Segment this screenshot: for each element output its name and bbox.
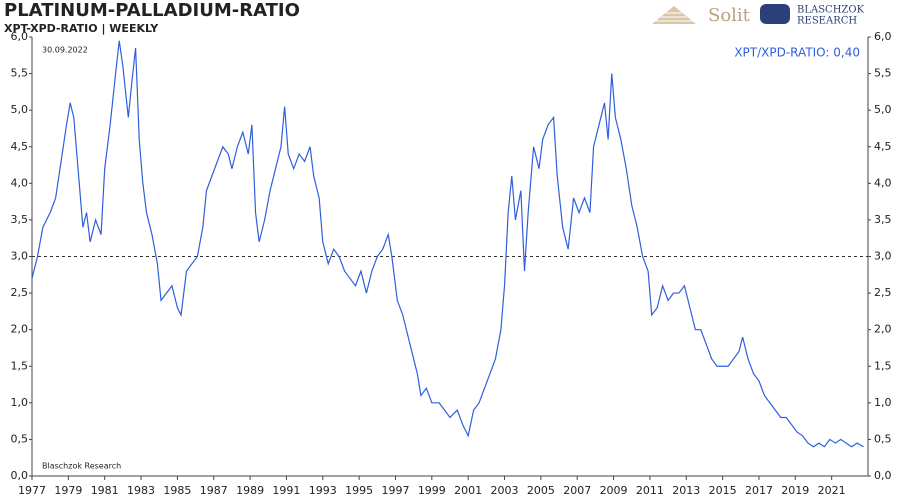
- logo-blaschzok: BLASCHZOK: [797, 5, 865, 16]
- y-tick-label-right: 1,0: [874, 396, 892, 409]
- x-tick-label: 1981: [91, 484, 119, 497]
- x-tick-label: 2009: [600, 484, 628, 497]
- y-tick-label: 6,0: [11, 30, 29, 43]
- x-tick-label: 2013: [672, 484, 700, 497]
- date-annotation: 30.09.2022: [42, 46, 88, 55]
- current-value-annotation: XPT/XPD-RATIO: 0,40: [734, 46, 860, 60]
- x-tick-label: 1987: [200, 484, 228, 497]
- x-tick-label: 1999: [418, 484, 446, 497]
- logo-icon: [760, 4, 790, 24]
- x-tick-label: 2021: [818, 484, 846, 497]
- y-tick-label: 3,0: [11, 250, 29, 263]
- y-tick-label-right: 2,5: [874, 286, 892, 299]
- x-tick-label: 1983: [127, 484, 155, 497]
- x-tick-label: 2007: [563, 484, 591, 497]
- y-tick-label: 5,5: [11, 67, 29, 80]
- y-tick-label: 1,0: [11, 396, 29, 409]
- x-tick-label: 2005: [527, 484, 555, 497]
- x-tick-label: 1991: [272, 484, 300, 497]
- y-tick-label: 3,5: [11, 213, 29, 226]
- y-tick-label: 0,0: [11, 469, 29, 482]
- y-tick-label-right: 4,5: [874, 140, 892, 153]
- x-tick-label: 2019: [781, 484, 809, 497]
- ratio-line: [31, 40, 864, 448]
- x-tick-label: 2001: [454, 484, 482, 497]
- y-tick-label-right: 2,0: [874, 323, 892, 336]
- y-tick-label: 2,5: [11, 286, 29, 299]
- y-tick-label-right: 0,0: [874, 469, 892, 482]
- y-tick-label-right: 0,5: [874, 432, 892, 445]
- y-tick-label: 5,0: [11, 103, 29, 116]
- x-tick-label: 2015: [709, 484, 737, 497]
- y-tick-label: 1,5: [11, 359, 29, 372]
- x-tick-label: 1989: [236, 484, 264, 497]
- y-tick-label-right: 1,5: [874, 359, 892, 372]
- logo-research: RESEARCH: [797, 16, 857, 27]
- y-tick-label: 4,5: [11, 140, 29, 153]
- chart-subtitle: XPT-XPD-RATIO | WEEKLY: [4, 22, 159, 35]
- y-tick-label-right: 3,0: [874, 250, 892, 263]
- x-tick-label: 1977: [18, 484, 46, 497]
- x-tick-label: 2017: [745, 484, 773, 497]
- chart-title: PLATINUM-PALLADIUM-RATIO: [4, 0, 300, 21]
- y-tick-label-right: 4,0: [874, 176, 892, 189]
- y-tick-label-right: 5,5: [874, 67, 892, 80]
- x-tick-label: 1985: [163, 484, 191, 497]
- logo-solit: Solit: [708, 5, 751, 26]
- x-tick-label: 1979: [54, 484, 82, 497]
- y-tick-label-right: 5,0: [874, 103, 892, 116]
- y-tick-label-right: 3,5: [874, 213, 892, 226]
- y-tick-label-right: 6,0: [874, 30, 892, 43]
- x-tick-label: 1995: [345, 484, 373, 497]
- x-tick-label: 1997: [381, 484, 409, 497]
- x-tick-label: 2011: [636, 484, 664, 497]
- logo-pyramid: [652, 6, 696, 24]
- y-tick-label: 2,0: [11, 323, 29, 336]
- y-tick-label: 4,0: [11, 176, 29, 189]
- source-annotation: Blaschzok Research: [42, 462, 121, 471]
- x-tick-label: 1993: [309, 484, 337, 497]
- y-tick-label: 0,5: [11, 432, 29, 445]
- x-tick-label: 2003: [491, 484, 519, 497]
